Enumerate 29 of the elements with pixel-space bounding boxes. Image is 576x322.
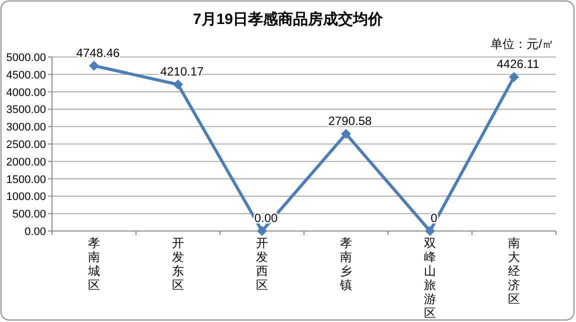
x-tick-label: 孝南城区 [87,236,100,292]
y-tick-label: 2500.00 [6,139,46,151]
data-label: 2790.58 [328,114,372,128]
y-tick-label: 2000.00 [6,156,46,168]
y-tick-label: 5000.00 [6,52,46,64]
x-tick-label: 开发西区 [256,236,268,292]
point [257,226,267,236]
text: 单位：元/㎡ [490,37,554,51]
y-tick-label: 1000.00 [6,191,46,204]
data-label: 4426.11 [496,56,540,71]
chart-title: 7月19日孝感商品房成交均价 [192,10,384,28]
x-tick-label: 南大经济区 [508,236,520,306]
point [341,128,351,139]
x-tick-label: 双峰山旅游区 [424,236,436,320]
y-tick-label: 3500.00 [6,104,46,116]
y-tick-label: 4500.00 [6,69,46,82]
y-tick-label: 1500.00 [6,174,46,186]
y-tick-label: 0.00 [24,226,46,238]
point [425,226,435,236]
x-tick-label: 孝南乡镇 [339,236,352,292]
data-label: 4748.46 [76,46,120,60]
y-tick-label: 500.00 [12,208,46,221]
point [509,72,519,82]
y-tick-label: 4000.00 [6,86,46,99]
y-tick-label: 3000.00 [6,122,46,134]
x-tick-label: 开发东区 [172,236,184,292]
point [89,60,99,71]
point [173,79,183,90]
data-label: 4210.17 [160,64,204,78]
